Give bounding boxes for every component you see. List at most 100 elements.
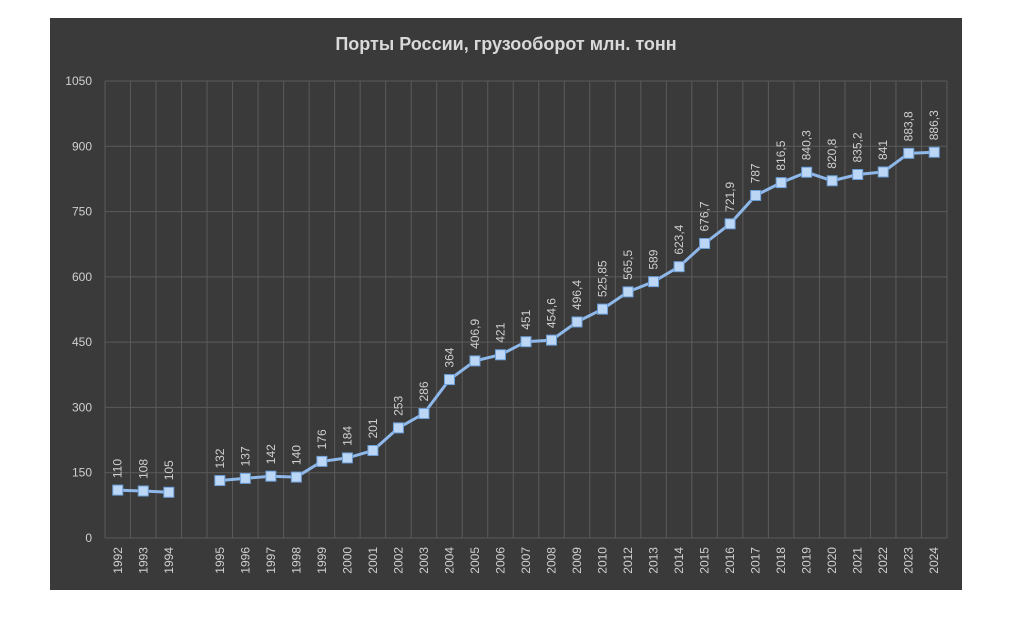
y-tick-label: 0 xyxy=(85,531,92,545)
data-label: 816,5 xyxy=(774,140,788,170)
markers xyxy=(112,146,940,498)
data-point-marker xyxy=(622,286,634,298)
x-tick-label: 2001 xyxy=(366,547,380,574)
data-point-marker xyxy=(724,218,736,230)
x-tick-label: 2010 xyxy=(596,547,610,574)
chart-title: Порты России, грузооборот млн. тонн xyxy=(335,34,677,54)
data-label: 421 xyxy=(493,322,507,342)
data-label: 496,4 xyxy=(570,280,584,310)
data-point-marker xyxy=(137,485,149,497)
data-label: 454,6 xyxy=(545,298,559,328)
data-point-marker xyxy=(214,475,226,487)
x-tick-label: 2017 xyxy=(749,547,763,574)
x-tick-label: 2007 xyxy=(519,547,533,574)
x-tick-label: 2008 xyxy=(545,547,559,574)
x-tick-label: 2019 xyxy=(800,547,814,574)
data-label: 565,5 xyxy=(621,250,635,280)
x-tick-label: 1995 xyxy=(213,547,227,574)
x-tick-label: 2004 xyxy=(442,547,456,574)
y-axis-ticks: 0 150 300 450 600 750 900 1050 xyxy=(65,74,92,545)
data-label: 835,2 xyxy=(851,132,865,162)
x-tick-label: 2022 xyxy=(876,547,890,574)
x-tick-label: 1993 xyxy=(136,547,150,574)
y-tick-label: 750 xyxy=(72,205,92,219)
data-label: 201 xyxy=(366,418,380,438)
data-point-marker xyxy=(877,166,889,178)
data-label: 176 xyxy=(315,429,329,449)
y-tick-label: 600 xyxy=(72,270,92,284)
x-tick-label: 2002 xyxy=(391,547,405,574)
x-tick-label: 2005 xyxy=(468,547,482,574)
x-tick-label: 2024 xyxy=(927,547,941,574)
data-label: 840,3 xyxy=(800,130,814,160)
data-point-marker xyxy=(443,374,455,386)
x-tick-label: 2003 xyxy=(417,547,431,574)
data-point-marker xyxy=(699,237,711,249)
data-label: 883,8 xyxy=(902,111,916,141)
x-tick-label: 2014 xyxy=(672,547,686,574)
data-label: 105 xyxy=(162,460,176,480)
data-point-marker xyxy=(316,455,328,467)
data-label: 623,4 xyxy=(672,224,686,254)
data-point-marker xyxy=(418,408,430,420)
x-tick-label: 2020 xyxy=(825,547,839,574)
data-point-marker xyxy=(546,334,558,346)
data-point-marker xyxy=(112,484,124,496)
data-point-marker xyxy=(392,422,404,434)
x-tick-label: 2021 xyxy=(851,547,865,574)
gridlines xyxy=(104,80,948,539)
data-point-marker xyxy=(571,316,583,328)
data-point-marker xyxy=(801,166,813,178)
data-point-marker xyxy=(673,261,685,273)
line-chart: 0 150 300 450 600 750 900 1050 1992 1993 1994 1995… xyxy=(65,74,948,574)
x-tick-label: 2009 xyxy=(570,547,584,574)
data-label: 110 xyxy=(111,459,125,478)
data-label: 820,8 xyxy=(825,138,839,168)
data-label: 184 xyxy=(340,426,354,446)
data-label: 721,9 xyxy=(723,181,737,211)
chart-panel: Порты России, грузооборот млн. тонн 0 150… xyxy=(50,18,962,590)
data-label: 286 xyxy=(417,381,431,401)
x-tick-label: 2006 xyxy=(493,547,507,574)
data-point-marker xyxy=(520,336,532,348)
data-point-marker xyxy=(239,472,251,484)
data-point-marker xyxy=(494,349,506,361)
data-point-marker xyxy=(597,303,609,315)
y-tick-label: 1050 xyxy=(65,74,92,88)
x-tick-label: 1996 xyxy=(238,547,252,574)
data-point-marker xyxy=(469,355,481,367)
x-tick-label: 1994 xyxy=(162,547,176,574)
data-label: 676,7 xyxy=(698,201,712,231)
x-tick-label: 2015 xyxy=(698,547,712,574)
data-point-marker xyxy=(775,177,787,189)
data-label: 841 xyxy=(876,140,890,160)
data-point-marker xyxy=(852,168,864,180)
data-label: 451 xyxy=(519,309,533,329)
data-label: 132 xyxy=(213,448,227,468)
data-labels: 110 108 105 132 137 142 140 176 184 201 253 286 364 4… xyxy=(111,110,941,480)
y-tick-label: 450 xyxy=(72,335,92,349)
data-label: 253 xyxy=(391,396,405,416)
y-tick-label: 900 xyxy=(72,139,92,153)
x-tick-label: 1997 xyxy=(264,547,278,574)
y-tick-label: 300 xyxy=(72,400,92,414)
x-tick-label: 2012 xyxy=(621,547,635,574)
data-point-marker xyxy=(341,452,353,464)
data-point-marker xyxy=(750,189,762,201)
data-point-marker xyxy=(826,175,838,187)
x-tick-label: 2016 xyxy=(723,547,737,574)
data-label: 589 xyxy=(647,249,661,269)
y-tick-label: 150 xyxy=(72,466,92,480)
data-label: 787 xyxy=(749,163,763,183)
x-tick-label: 1998 xyxy=(289,547,303,574)
data-point-marker xyxy=(290,471,302,483)
x-tick-label: 2013 xyxy=(647,547,661,574)
x-tick-label: 1999 xyxy=(315,547,329,574)
x-axis-ticks: 1992 1993 1994 1995 1996 1997 1998 1999 2000 2001… xyxy=(111,547,941,574)
data-label: 142 xyxy=(264,444,278,464)
data-label: 525,85 xyxy=(596,260,610,297)
x-tick-label: 1992 xyxy=(111,547,125,574)
x-tick-label: 2023 xyxy=(902,547,916,574)
data-point-marker xyxy=(367,445,379,457)
data-label: 364 xyxy=(442,347,456,367)
